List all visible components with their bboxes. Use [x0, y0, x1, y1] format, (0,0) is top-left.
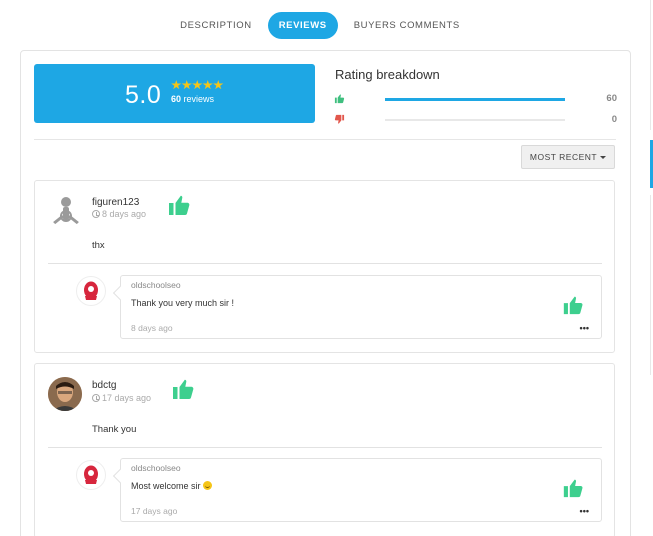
tab-buyers-comments[interactable]: BUYERS COMMENTS	[353, 20, 460, 31]
tab-reviews[interactable]: REVIEWS	[267, 12, 338, 39]
review-card: figuren123 8 days ago thx oldschoolseo T…	[34, 180, 615, 353]
breakdown-row-negative: 0	[334, 114, 617, 126]
sort-label: MOST RECENT	[529, 152, 598, 162]
breakdown-title: Rating breakdown	[335, 67, 440, 82]
reply-username[interactable]: oldschoolseo	[131, 463, 181, 473]
breakdown-count-positive: 60	[606, 93, 617, 104]
reply-username[interactable]: oldschoolseo	[131, 280, 181, 290]
rating-summary: 5.0 60 reviews	[34, 64, 315, 123]
seo-logo-icon	[84, 281, 98, 300]
rating-stars	[171, 80, 224, 90]
clock-icon	[92, 210, 100, 218]
review-time-text: 8 days ago	[102, 209, 147, 219]
reply-avatar	[76, 460, 106, 490]
star-icon	[213, 80, 224, 90]
star-icon	[192, 80, 203, 90]
reply-time: 17 days ago	[131, 506, 178, 516]
review-time: 17 days ago	[92, 393, 151, 403]
thumbs-up-icon	[334, 94, 345, 104]
caret-down-icon	[600, 156, 607, 160]
star-icon	[202, 80, 213, 90]
breakdown-bar-positive	[385, 97, 565, 101]
avatar	[49, 194, 83, 228]
sort-dropdown-button[interactable]: MOST RECENT	[521, 145, 615, 169]
star-icon	[171, 80, 182, 90]
review-card: bdctg 17 days ago Thank you oldschoolseo…	[34, 363, 615, 536]
review-divider	[48, 447, 602, 448]
summary-divider	[34, 139, 616, 140]
review-text: Thank you	[92, 424, 137, 435]
more-options-icon[interactable]: •••	[579, 506, 589, 516]
side-panel-edge	[650, 0, 651, 130]
seo-logo-icon	[84, 465, 98, 484]
breakdown-fill-positive	[385, 97, 565, 101]
tab-description[interactable]: DESCRIPTION	[180, 20, 252, 31]
review-username[interactable]: bdctg	[92, 380, 117, 391]
like-icon[interactable]	[167, 193, 191, 217]
reviews-count-number: 60	[171, 94, 182, 104]
user-photo	[48, 377, 82, 411]
reply-text-container: Most welcome sir	[131, 481, 212, 491]
review-tabs: DESCRIPTION REVIEWS BUYERS COMMENTS	[0, 12, 640, 39]
rating-score: 5.0	[125, 81, 162, 109]
review-time-text: 17 days ago	[102, 393, 152, 403]
like-icon[interactable]	[562, 294, 584, 316]
reply-avatar	[76, 276, 106, 306]
star-icon	[181, 80, 192, 90]
review-divider	[48, 263, 602, 264]
review-time: 8 days ago	[92, 209, 146, 219]
reply-text: Most welcome sir	[131, 481, 201, 491]
more-options-icon[interactable]: •••	[579, 323, 589, 333]
reply-box: oldschoolseo Most welcome sir 17 days ag…	[120, 458, 602, 522]
breakdown-bar-negative	[385, 119, 565, 121]
review-text: thx	[92, 240, 105, 251]
breakdown-count-negative: 0	[611, 114, 617, 125]
reviews-count-label: reviews	[183, 94, 215, 104]
side-panel-edge-lower	[650, 195, 651, 375]
reviews-panel	[20, 50, 631, 536]
reviews-count: 60 reviews	[171, 94, 214, 104]
avatar	[48, 377, 82, 411]
like-icon[interactable]	[562, 477, 584, 499]
thumbs-down-icon	[334, 114, 345, 124]
reply-box: oldschoolseo Thank you very much sir ! 8…	[120, 275, 602, 339]
review-username[interactable]: figuren123	[92, 197, 140, 208]
like-icon[interactable]	[171, 377, 195, 401]
default-user-icon	[52, 197, 80, 226]
breakdown-row-positive: 60	[334, 93, 617, 105]
reply-text: Thank you very much sir !	[131, 298, 235, 308]
reply-time: 8 days ago	[131, 323, 173, 333]
side-accent-strip	[650, 140, 653, 188]
clock-icon	[92, 394, 100, 402]
smile-emoji-icon	[202, 481, 212, 490]
